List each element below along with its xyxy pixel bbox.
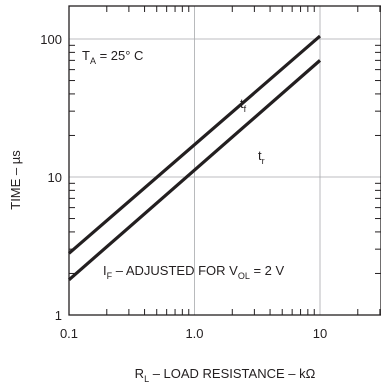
x-axis-title: RL – LOAD RESISTANCE – kΩ (135, 366, 316, 384)
condition-annotation: IF – ADJUSTED FOR VOL = 2 V (103, 263, 285, 281)
x-tick-label: 1.0 (185, 326, 203, 341)
y-tick-label: 100 (40, 32, 62, 47)
y-axis-title: TIME – µs (8, 150, 23, 210)
y-tick-label: 1 (55, 308, 62, 323)
y-tick-label: 10 (48, 170, 62, 185)
temperature-annotation: TA = 25° C (82, 48, 143, 66)
x-tick-label: 10 (313, 326, 327, 341)
series-label-tr: tr (258, 148, 265, 166)
x-tick-label: 0.1 (60, 326, 78, 341)
tick-labels: 0.1 1.0 10 1 10 100 (40, 32, 327, 341)
